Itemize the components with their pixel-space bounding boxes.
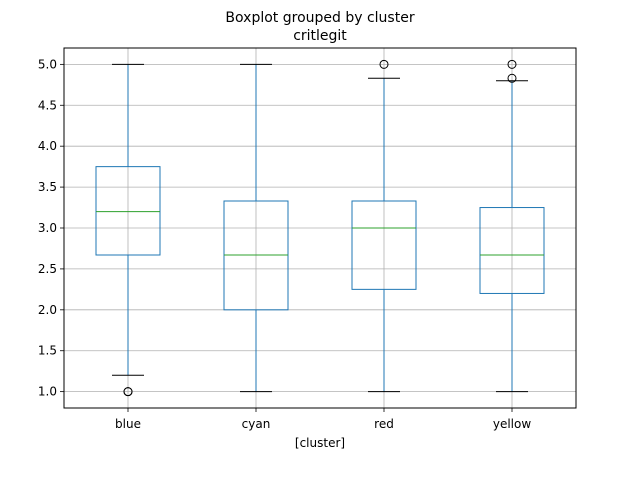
chart-title: Boxplot grouped by cluster xyxy=(225,10,414,26)
box-body xyxy=(351,200,417,290)
y-tick-label: 4.0 xyxy=(38,139,57,153)
grid-lines xyxy=(64,48,576,408)
outlier-point xyxy=(507,73,517,83)
box-yellow xyxy=(479,59,545,393)
y-tick-label: 4.5 xyxy=(38,98,57,112)
box-series xyxy=(95,59,545,397)
y-tick-label: 2.0 xyxy=(38,303,57,317)
chart-subtitle: critlegit xyxy=(293,28,347,44)
x-tick-label: cyan xyxy=(242,417,271,431)
y-tick-label: 3.5 xyxy=(38,180,57,194)
x-tick-label: red xyxy=(374,417,394,431)
box-body xyxy=(479,207,545,294)
box-blue xyxy=(95,63,161,397)
box-body xyxy=(95,166,161,256)
y-axis: 1.0 1.5 2.0 2.5 3.0 3.5 4.0 4.5 5.0 xyxy=(38,57,64,399)
y-tick-label: 1.0 xyxy=(38,385,57,399)
x-tick-label: blue xyxy=(115,417,141,431)
y-tick-label: 2.5 xyxy=(38,262,57,276)
x-tick-label: yellow xyxy=(493,417,531,431)
y-tick-label: 5.0 xyxy=(38,57,57,71)
box-cyan xyxy=(223,63,289,393)
x-axis-label: [cluster] xyxy=(295,436,345,450)
outlier-point xyxy=(507,59,517,69)
outlier-point xyxy=(379,59,389,69)
x-axis: blue cyan red yellow xyxy=(115,408,531,431)
y-tick-label: 3.0 xyxy=(38,221,57,235)
y-tick-label: 1.5 xyxy=(38,344,57,358)
outlier-point xyxy=(123,387,133,397)
box-red xyxy=(351,59,417,393)
